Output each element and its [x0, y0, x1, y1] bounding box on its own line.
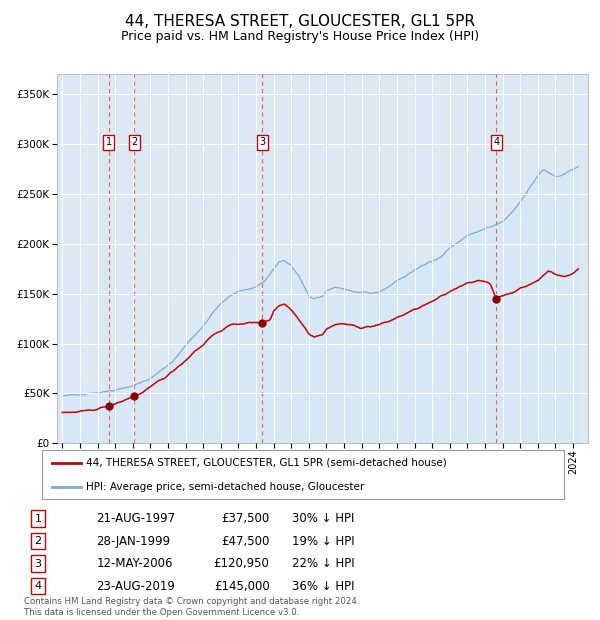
Text: £145,000: £145,000 [214, 580, 269, 593]
Text: 3: 3 [34, 559, 41, 569]
Text: 1: 1 [34, 513, 41, 523]
Text: 12-MAY-2006: 12-MAY-2006 [97, 557, 173, 570]
Text: 4: 4 [493, 137, 499, 147]
Text: 4: 4 [34, 581, 41, 591]
Text: £47,500: £47,500 [221, 534, 269, 547]
Text: £37,500: £37,500 [221, 512, 269, 525]
Text: 2: 2 [34, 536, 41, 546]
Text: 44, THERESA STREET, GLOUCESTER, GL1 5PR: 44, THERESA STREET, GLOUCESTER, GL1 5PR [125, 14, 475, 29]
Text: £120,950: £120,950 [214, 557, 269, 570]
Text: 19% ↓ HPI: 19% ↓ HPI [292, 534, 355, 547]
Text: 22% ↓ HPI: 22% ↓ HPI [292, 557, 355, 570]
Text: 2: 2 [131, 137, 137, 147]
Text: 1: 1 [106, 137, 112, 147]
Text: 21-AUG-1997: 21-AUG-1997 [97, 512, 176, 525]
Text: Price paid vs. HM Land Registry's House Price Index (HPI): Price paid vs. HM Land Registry's House … [121, 30, 479, 43]
Text: 28-JAN-1999: 28-JAN-1999 [97, 534, 170, 547]
Text: 30% ↓ HPI: 30% ↓ HPI [292, 512, 354, 525]
Text: 44, THERESA STREET, GLOUCESTER, GL1 5PR (semi-detached house): 44, THERESA STREET, GLOUCESTER, GL1 5PR … [86, 458, 447, 468]
Text: HPI: Average price, semi-detached house, Gloucester: HPI: Average price, semi-detached house,… [86, 482, 365, 492]
FancyBboxPatch shape [42, 450, 564, 499]
Text: 3: 3 [259, 137, 265, 147]
Text: Contains HM Land Registry data © Crown copyright and database right 2024.
This d: Contains HM Land Registry data © Crown c… [24, 598, 359, 617]
Text: 23-AUG-2019: 23-AUG-2019 [97, 580, 175, 593]
Text: 36% ↓ HPI: 36% ↓ HPI [292, 580, 355, 593]
